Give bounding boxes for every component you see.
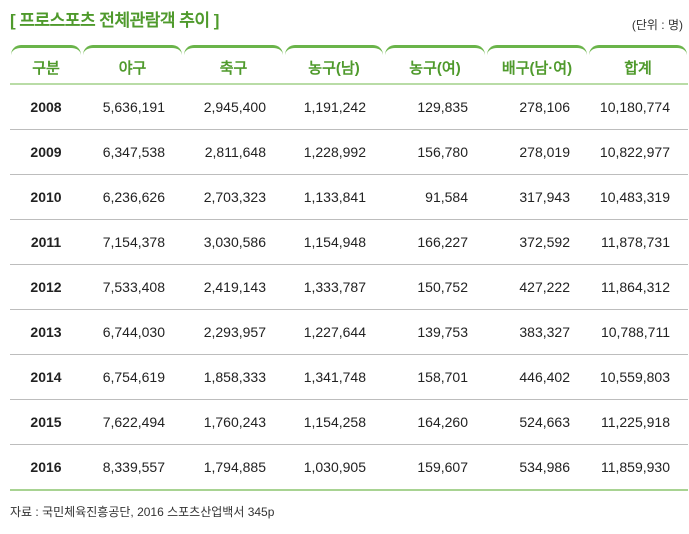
value-cell: 159,607: [384, 444, 486, 491]
value-cell: 7,154,378: [82, 219, 183, 265]
value-cell: 10,483,319: [588, 174, 688, 220]
table-row: 2016 8,339,557 1,794,885 1,030,905 159,607 53…: [10, 444, 688, 491]
value-cell: 150,752: [384, 264, 486, 310]
value-cell: 156,780: [384, 129, 486, 175]
value-cell: 139,753: [384, 309, 486, 355]
header-row: 구분 야구 축구 농구(남) 농구(여) 배구(남·여) 합계: [10, 45, 688, 85]
table-row: 2013 6,744,030 2,293,957 1,227,644 139,753 38…: [10, 309, 688, 355]
year-cell: 2008: [10, 84, 82, 130]
table-title: [ 프로스포츠 전체관람객 추이 ]: [10, 11, 219, 30]
value-cell: 2,419,143: [183, 264, 284, 310]
column-header-label: 농구(남): [308, 59, 360, 77]
value-cell: 1,227,644: [284, 309, 384, 355]
table-row: 2008 5,636,191 2,945,400 1,191,242 129,835 27…: [10, 84, 688, 130]
column-header: 농구(여): [384, 45, 486, 85]
value-cell: 1,030,905: [284, 444, 384, 491]
table-row: 2012 7,533,408 2,419,143 1,333,787 150,752 42…: [10, 264, 688, 310]
value-cell: 3,030,586: [183, 219, 284, 265]
value-cell: 317,943: [486, 174, 588, 220]
year-cell: 2013: [10, 309, 82, 355]
header-tab-line: [589, 45, 687, 58]
column-header: 농구(남): [284, 45, 384, 85]
header-tab-line: [487, 45, 587, 58]
year-cell: 2015: [10, 399, 82, 445]
source-note: 자료 : 국민체육진흥공단, 2016 스포츠산업백서 345p: [10, 505, 275, 519]
value-cell: 8,339,557: [82, 444, 183, 491]
year-cell: 2014: [10, 354, 82, 400]
column-header: 합계: [588, 45, 688, 85]
value-cell: 1,154,948: [284, 219, 384, 265]
value-cell: 10,180,774: [588, 84, 688, 130]
value-cell: 7,533,408: [82, 264, 183, 310]
column-header-label: 농구(여): [409, 59, 461, 77]
value-cell: 1,191,242: [284, 84, 384, 130]
table-row: 2010 6,236,626 2,703,323 1,133,841 91,584 317…: [10, 174, 688, 220]
year-cell: 2012: [10, 264, 82, 310]
value-cell: 6,744,030: [82, 309, 183, 355]
column-header: 배구(남·여): [486, 45, 588, 85]
column-header-label: 배구(남·여): [501, 59, 573, 77]
year-cell: 2010: [10, 174, 82, 220]
value-cell: 1,228,992: [284, 129, 384, 175]
value-cell: 1,333,787: [284, 264, 384, 310]
value-cell: 278,106: [486, 84, 588, 130]
value-cell: 129,835: [384, 84, 486, 130]
header-tab-line: [285, 45, 383, 58]
column-header-label: 야구: [118, 59, 147, 77]
value-cell: 278,019: [486, 129, 588, 175]
value-cell: 1,858,333: [183, 354, 284, 400]
value-cell: 158,701: [384, 354, 486, 400]
value-cell: 11,225,918: [588, 399, 688, 445]
value-cell: 11,878,731: [588, 219, 688, 265]
value-cell: 1,760,243: [183, 399, 284, 445]
column-header: 야구: [82, 45, 183, 85]
value-cell: 10,559,803: [588, 354, 688, 400]
value-cell: 11,859,930: [588, 444, 688, 491]
column-header: 축구: [183, 45, 284, 85]
value-cell: 11,864,312: [588, 264, 688, 310]
value-cell: 164,260: [384, 399, 486, 445]
value-cell: 2,811,648: [183, 129, 284, 175]
value-cell: 1,794,885: [183, 444, 284, 491]
value-cell: 524,663: [486, 399, 588, 445]
column-header: 구분: [10, 45, 82, 85]
value-cell: 2,703,323: [183, 174, 284, 220]
value-cell: 10,822,977: [588, 129, 688, 175]
value-cell: 10,788,711: [588, 309, 688, 355]
value-cell: 1,133,841: [284, 174, 384, 220]
value-cell: 6,754,619: [82, 354, 183, 400]
value-cell: 6,236,626: [82, 174, 183, 220]
column-header-label: 합계: [624, 59, 652, 77]
value-cell: 372,592: [486, 219, 588, 265]
year-cell: 2016: [10, 444, 82, 491]
value-cell: 2,945,400: [183, 84, 284, 130]
header-tab-line: [11, 45, 81, 58]
value-cell: 383,327: [486, 309, 588, 355]
table-row: 2015 7,622,494 1,760,243 1,154,258 164,260 52…: [10, 399, 688, 445]
value-cell: 166,227: [384, 219, 486, 265]
column-header-label: 구분: [32, 59, 60, 77]
spectator-table: 구분 야구 축구 농구(남) 농구(여) 배구(남·여) 합계 2008 5,636,191 2…: [10, 45, 688, 491]
value-cell: 534,986: [486, 444, 588, 491]
value-cell: 7,622,494: [82, 399, 183, 445]
table-row: 2009 6,347,538 2,811,648 1,228,992 156,780 27…: [10, 129, 688, 175]
year-cell: 2011: [10, 219, 82, 265]
column-header-label: 축구: [219, 59, 248, 77]
table-row: 2011 7,154,378 3,030,586 1,154,948 166,227 37…: [10, 219, 688, 265]
header-tab-line: [184, 45, 283, 58]
value-cell: 1,154,258: [284, 399, 384, 445]
table-row: 2014 6,754,619 1,858,333 1,341,748 158,701 44…: [10, 354, 688, 400]
value-cell: 91,584: [384, 174, 486, 220]
header-tab-line: [83, 45, 182, 58]
value-cell: 6,347,538: [82, 129, 183, 175]
value-cell: 446,402: [486, 354, 588, 400]
value-cell: 1,341,748: [284, 354, 384, 400]
year-cell: 2009: [10, 129, 82, 175]
value-cell: 5,636,191: [82, 84, 183, 130]
value-cell: 427,222: [486, 264, 588, 310]
header-tab-line: [385, 45, 485, 58]
value-cell: 2,293,957: [183, 309, 284, 355]
unit-label: (단위 : 명): [631, 18, 683, 32]
